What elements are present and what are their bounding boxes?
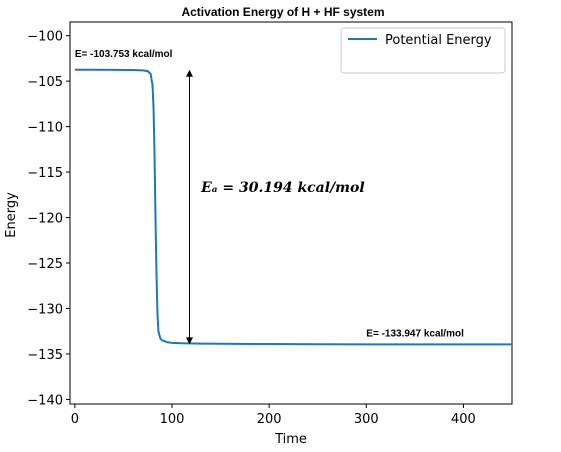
x-axis-label: Time (274, 432, 307, 447)
plot-frame (69, 21, 513, 405)
end-energy-label: E= -133.947 kcal/mol (366, 328, 464, 339)
legend: Potential Energy (340, 27, 506, 74)
y-tick-label: −105 (27, 75, 63, 90)
y-tick-label: −135 (27, 348, 63, 363)
legend-entry: Potential Energy (385, 33, 492, 48)
y-tick-label: −120 (27, 212, 63, 227)
y-tick-label: −125 (27, 257, 63, 272)
y-tick-label: −110 (27, 121, 63, 136)
x-tick-label: 200 (257, 412, 282, 427)
legend-box (340, 27, 506, 74)
x-tick-label: 400 (451, 412, 476, 427)
x-axis: 0 100 200 300 400 (71, 404, 476, 427)
x-tick-label: 0 (71, 412, 79, 427)
activation-arrow (185, 69, 193, 345)
x-tick-label: 300 (354, 412, 379, 427)
arrow-head-bottom (185, 337, 193, 345)
x-tick-label: 100 (160, 412, 185, 427)
y-tick-label: −130 (27, 303, 63, 318)
activation-energy-label: Eₐ = 30.194 kcal/mol (200, 180, 365, 196)
chart-title: Activation Energy of H + HF system (181, 5, 384, 19)
start-energy-label: E= -103.753 kcal/mol (75, 49, 173, 60)
y-axis: −100 −105 −110 −115 −120 −125 −130 −135 −140 (27, 30, 70, 408)
y-axis-label: Energy (4, 192, 19, 238)
arrow-head-top (185, 69, 193, 77)
series-line-potential-energy (74, 68, 512, 346)
y-tick-label: −115 (27, 166, 63, 181)
plot-area: 0 100 200 300 400 −100−105−110−115−120−125−1… (27, 21, 513, 427)
y-tick-label: −140 (27, 393, 63, 408)
y-tick-label: −100 (27, 30, 63, 45)
